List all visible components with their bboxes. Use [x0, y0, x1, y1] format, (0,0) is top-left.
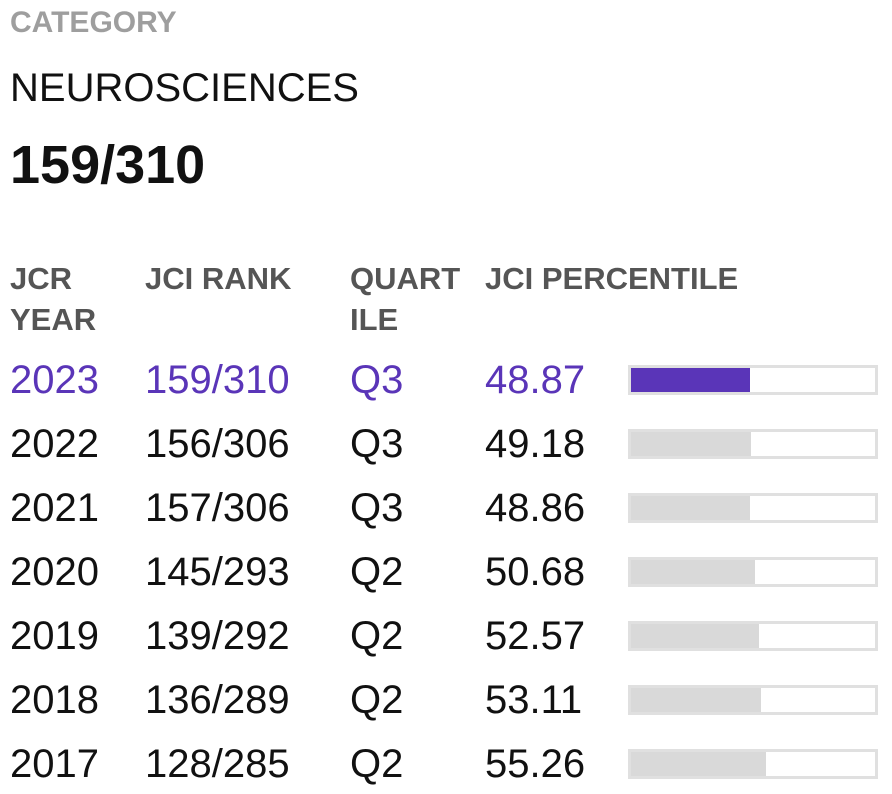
quartile-cell: Q3	[350, 358, 404, 402]
percentile-cell: 52.57	[485, 614, 586, 658]
category-rank: 159/310	[10, 135, 206, 195]
rank-cell: 136/289	[145, 678, 290, 722]
percentile-track	[628, 493, 878, 523]
rank-cell: 145/293	[145, 550, 290, 594]
rank-cell: 128/285	[145, 742, 290, 786]
year-cell: 2022	[10, 422, 99, 466]
percentile-bar	[631, 688, 761, 712]
year-cell: 2021	[10, 486, 99, 530]
percentile-track	[628, 365, 878, 395]
rank-cell: 139/292	[145, 614, 290, 658]
percentile-bar	[631, 496, 751, 520]
quartile-cell: Q2	[350, 550, 404, 594]
percentile-track	[628, 685, 878, 715]
rank-cell: 157/306	[145, 486, 290, 530]
quartile-cell: Q2	[350, 614, 404, 658]
percentile-cell: 53.11	[485, 678, 583, 722]
category-label: CATEGORY	[10, 6, 177, 39]
percentile-cell: 48.86	[485, 486, 586, 530]
percentile-cell: 50.68	[485, 550, 586, 594]
rank-cell: 159/310	[145, 358, 290, 402]
percentile-cell: 49.18	[485, 422, 586, 466]
percentile-bar	[631, 560, 755, 584]
year-cell: 2017	[10, 742, 99, 786]
percentile-bar	[631, 752, 766, 776]
quartile-cell: Q3	[350, 486, 404, 530]
column-header: JCI PERCENTILE	[485, 261, 739, 296]
percentile-bar	[631, 432, 751, 456]
percentile-track	[628, 749, 878, 779]
quartile-cell: Q2	[350, 742, 404, 786]
year-cell: 2020	[10, 550, 99, 594]
percentile-cell: 48.87	[485, 358, 586, 402]
category-name: NEUROSCIENCES	[10, 66, 359, 110]
percentile-cell: 55.26	[485, 742, 586, 786]
percentile-track	[628, 429, 878, 459]
percentile-bar	[631, 624, 760, 648]
year-cell: 2019	[10, 614, 99, 658]
rank-cell: 156/306	[145, 422, 290, 466]
column-header: QUARTILE	[350, 261, 461, 337]
quartile-cell: Q3	[350, 422, 404, 466]
column-header: JCI RANK	[145, 261, 292, 296]
percentile-bar	[631, 368, 751, 392]
quartile-cell: Q2	[350, 678, 404, 722]
year-cell: 2023	[10, 358, 99, 402]
year-cell: 2018	[10, 678, 99, 722]
percentile-track	[628, 621, 878, 651]
column-header: JCR YEAR	[10, 261, 97, 337]
percentile-track	[628, 557, 878, 587]
